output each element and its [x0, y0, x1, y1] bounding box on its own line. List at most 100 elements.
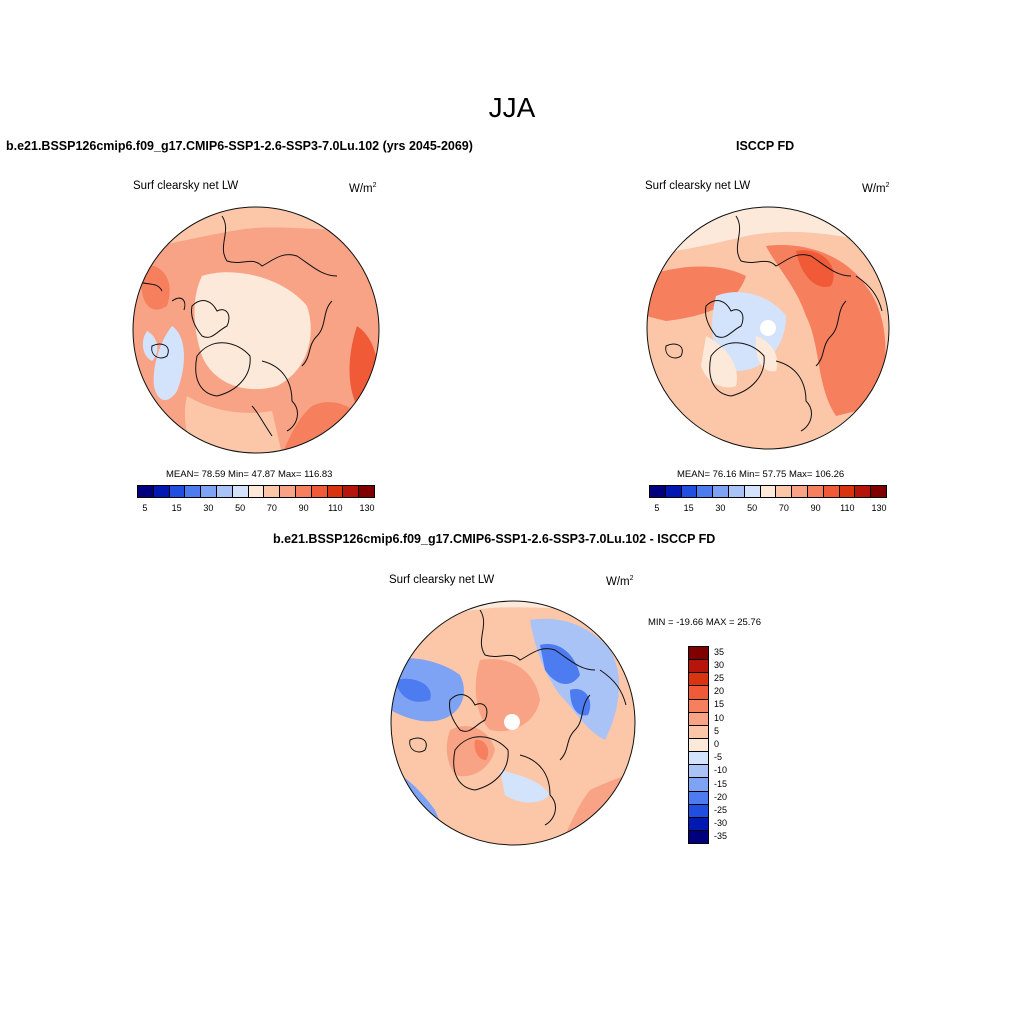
colorbar-swatch	[169, 486, 186, 497]
colorbar-tick-label: 30	[715, 503, 726, 513]
panel-obs-units: W/m2	[862, 182, 890, 195]
colorbar-swatch	[697, 486, 714, 497]
colorbar-tick-label: 90	[298, 503, 309, 513]
colorbar-swatch	[871, 486, 886, 497]
map-field-region	[225, 301, 283, 356]
colorbar-swatch	[689, 647, 708, 661]
colorbar-swatch	[689, 699, 708, 713]
colorbar-swatch	[823, 486, 840, 497]
colorbar-tick-label: 130	[871, 503, 887, 513]
colorbar-tick-label: 15	[683, 503, 694, 513]
page-title: JJA	[488, 92, 536, 123]
colorbar-tick-label: 20	[714, 686, 725, 697]
map-boundary	[646, 206, 890, 450]
map-field-region	[755, 336, 778, 372]
colorbar-swatch	[689, 752, 708, 766]
panel-obs-title: ISCCP FD	[736, 139, 795, 153]
colorbar-swatch	[359, 486, 374, 497]
panel-obs-stats: MEAN= 76.16 Min= 57.75 Max= 106.26	[677, 469, 845, 480]
colorbar-swatch	[689, 673, 708, 687]
colorbar-swatch	[689, 830, 708, 844]
colorbar-swatch	[839, 486, 856, 497]
colorbar-swatch	[689, 686, 708, 700]
colorbar-tick-label: 50	[747, 503, 758, 513]
panel-model-stats: MEAN= 78.59 Min= 47.87 Max= 116.83	[166, 469, 333, 480]
colorbar-swatch	[760, 486, 777, 497]
colorbar-tick-label: 70	[778, 503, 789, 513]
polar-hole	[504, 714, 520, 730]
coastlines	[409, 609, 627, 826]
colorbar-swatch	[744, 486, 761, 497]
colorbar-swatch	[295, 486, 312, 497]
colorbar-swatch	[185, 486, 202, 497]
colorbar-tick-label: 0	[714, 739, 720, 749]
coastlines	[136, 215, 338, 437]
colorbar-swatch	[689, 765, 708, 779]
colorbar-tick-label: 35	[714, 646, 725, 657]
colorbar-swatch	[792, 486, 808, 497]
colorbar-tick-label: 130	[359, 503, 375, 513]
colorbar-swatch	[343, 486, 360, 497]
colorbar-swatch	[280, 486, 296, 497]
colorbar-tick-label: 70	[266, 503, 277, 513]
colorbar-tick-label: 5	[654, 503, 660, 513]
panel-diff-title: b.e21.BSSP126cmip6.f09_g17.CMIP6-SSP1-2.…	[273, 532, 716, 546]
map-field-region	[796, 250, 834, 287]
colorbar-tick-label: -10	[714, 765, 728, 776]
colorbar-tick-label: -20	[714, 791, 728, 802]
panel-model-title: b.e21.BSSP126cmip6.f09_g17.CMIP6-SSP1-2.…	[6, 139, 473, 153]
colorbar-tick-label: -30	[714, 818, 728, 829]
colorbar-tick-label: 110	[328, 503, 343, 513]
colorbar-swatch	[689, 738, 708, 753]
map-boundary	[390, 600, 636, 846]
colorbar-tick-label: 110	[840, 503, 855, 513]
panel-model-polar-map	[132, 206, 380, 454]
map-field-region	[395, 678, 431, 702]
colorbar-swatch	[665, 486, 682, 497]
map-field-region	[184, 396, 282, 453]
colorbar-tick-label: 30	[203, 503, 214, 513]
colorbar-tick-label: 15	[714, 699, 725, 710]
colorbar-swatch	[232, 486, 249, 497]
colorbar-tick-label: 10	[714, 712, 725, 723]
map-field-region	[475, 659, 540, 732]
colorbar-swatch	[728, 486, 745, 497]
colorbar-swatch	[689, 660, 708, 674]
colorbar-swatch	[807, 486, 824, 497]
colorbar-swatch	[138, 486, 154, 497]
colorbar-tick-label: 50	[235, 503, 246, 513]
colorbar-swatch	[776, 486, 793, 497]
map-boundary	[132, 206, 380, 454]
map-field-region	[647, 266, 746, 321]
colorbar-swatch	[248, 486, 265, 497]
colorbar-swatch	[327, 486, 344, 497]
colorbar-swatch	[264, 486, 281, 497]
polar-hole	[760, 320, 776, 336]
panel-obs-polar-map	[646, 206, 890, 450]
colorbar-tick-label: 25	[714, 673, 725, 683]
panel-model-colorbar	[137, 485, 375, 498]
panel-obs-colorbar-ticks: 5 15 30 50 70 90 110 130	[649, 503, 887, 515]
map-field-region	[540, 644, 580, 685]
panel-diff-polar-map	[390, 600, 636, 846]
colorbar-tick-label: 30	[714, 659, 725, 670]
map-field-region	[500, 770, 550, 803]
map-field-region	[142, 331, 158, 361]
colorbar-swatch	[201, 486, 217, 497]
colorbar-swatch	[689, 725, 708, 739]
map-field-region	[706, 396, 836, 449]
colorbar-swatch	[311, 486, 328, 497]
panel-diff-units: W/m2	[606, 575, 634, 588]
colorbar-swatch	[689, 817, 708, 831]
panel-model-colorbar-ticks: 5 15 30 50 70 90 110 130	[137, 503, 375, 515]
panel-diff-variable: Surf clearsky net LW	[389, 574, 495, 586]
panel-model-variable: Surf clearsky net LW	[133, 180, 239, 192]
colorbar-tick-label: -35	[714, 831, 728, 842]
colorbar-tick-label: 5	[142, 503, 148, 513]
panel-diff-colorbar-ticks: 35 30 25 20 15 10 5 0 -5 -10 -15 -20 -25 -30 -35	[714, 646, 754, 844]
colorbar-swatch	[153, 486, 170, 497]
colorbar-swatch	[855, 486, 872, 497]
colorbar-tick-label: -5	[714, 752, 723, 763]
colorbar-swatch	[689, 778, 708, 792]
map-field-region	[766, 245, 886, 416]
